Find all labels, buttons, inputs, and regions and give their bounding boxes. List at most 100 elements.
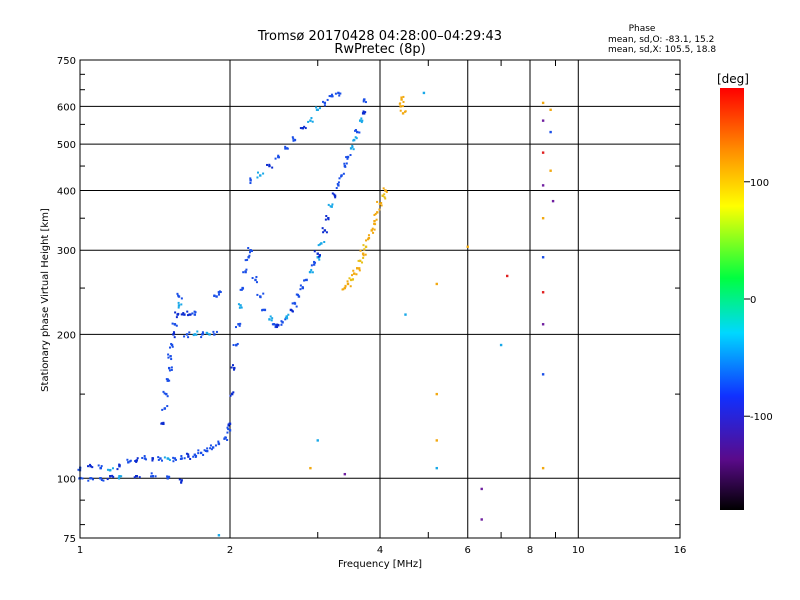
data-point (134, 475, 137, 478)
data-point (330, 205, 333, 208)
data-point (167, 356, 170, 359)
data-point (541, 291, 545, 294)
data-point (201, 331, 204, 334)
data-point (151, 459, 154, 462)
data-point (373, 213, 376, 216)
data-point (163, 456, 166, 459)
data-point (180, 481, 183, 484)
colorbar-tick-label: 0 (750, 295, 756, 306)
data-point (365, 239, 368, 242)
data-point (151, 457, 154, 460)
data-point (227, 428, 230, 431)
data-point (549, 108, 552, 112)
data-point (285, 315, 288, 318)
plot-frame (79, 59, 681, 539)
data-point (262, 292, 265, 295)
data-point (166, 477, 169, 480)
data-point (345, 156, 348, 159)
data-point (141, 456, 144, 459)
stats-heading: Phase (629, 24, 656, 34)
colorbar-tick-label: 100 (750, 178, 769, 189)
data-point (173, 332, 176, 335)
data-point (361, 252, 365, 255)
data-point (343, 286, 347, 290)
data-point (254, 278, 257, 282)
data-point (311, 271, 314, 274)
x-tick-label: 1 (77, 545, 83, 556)
data-point (346, 280, 349, 283)
data-point (323, 240, 326, 243)
data-point (203, 449, 206, 452)
data-point (286, 317, 289, 320)
data-point (175, 316, 178, 319)
x-tick-label: 8 (527, 545, 533, 556)
data-point (197, 449, 200, 452)
data-point (217, 293, 220, 296)
data-point (244, 259, 247, 262)
data-point (363, 112, 366, 115)
data-point (382, 187, 385, 190)
data-point (185, 333, 189, 336)
data-point (245, 268, 248, 271)
data-point (174, 458, 177, 461)
data-point (195, 333, 198, 336)
data-point (256, 171, 259, 174)
data-point (322, 100, 325, 103)
data-point (362, 99, 365, 102)
data-point (205, 449, 209, 453)
data-point (404, 313, 407, 316)
data-point (320, 242, 323, 245)
data-point (235, 344, 238, 347)
data-point (247, 256, 250, 259)
data-point (303, 125, 306, 128)
data-point (215, 330, 218, 333)
y-tick-label: 75 (63, 534, 76, 545)
data-point (211, 446, 215, 449)
data-point (204, 450, 207, 453)
data-point (194, 455, 197, 458)
data-point (362, 254, 365, 257)
data-point (213, 295, 216, 298)
data-point (364, 245, 368, 248)
data-point (385, 190, 388, 193)
data-point (315, 106, 318, 109)
data-point (227, 423, 230, 426)
data-point (166, 475, 169, 478)
data-point (89, 463, 92, 466)
data-point (549, 169, 552, 172)
data-point (541, 373, 545, 376)
data-point (118, 477, 121, 480)
data-point (358, 269, 361, 272)
data-point (541, 256, 545, 259)
data-point (362, 256, 365, 259)
data-point (217, 440, 220, 443)
data-point (349, 154, 352, 157)
data-point (191, 312, 194, 315)
data-point (505, 274, 509, 278)
data-point (541, 151, 545, 154)
data-point (313, 260, 316, 263)
data-point (175, 324, 178, 327)
data-point (292, 137, 295, 140)
data-point (135, 459, 138, 462)
data-point (249, 251, 252, 254)
data-point (89, 464, 92, 468)
data-point (286, 147, 289, 150)
data-point (318, 243, 321, 246)
data-point (268, 164, 271, 168)
data-point (541, 217, 545, 220)
data-point (541, 323, 545, 326)
data-point (231, 364, 234, 367)
data-point (341, 288, 344, 291)
data-point (212, 330, 215, 333)
data-point (373, 222, 376, 225)
data-point (187, 453, 190, 456)
data-point (166, 379, 169, 382)
data-point (180, 297, 183, 300)
data-point (380, 201, 383, 204)
data-point (301, 126, 305, 130)
data-point (179, 458, 182, 461)
data-point (346, 155, 350, 159)
data-point (263, 308, 267, 312)
